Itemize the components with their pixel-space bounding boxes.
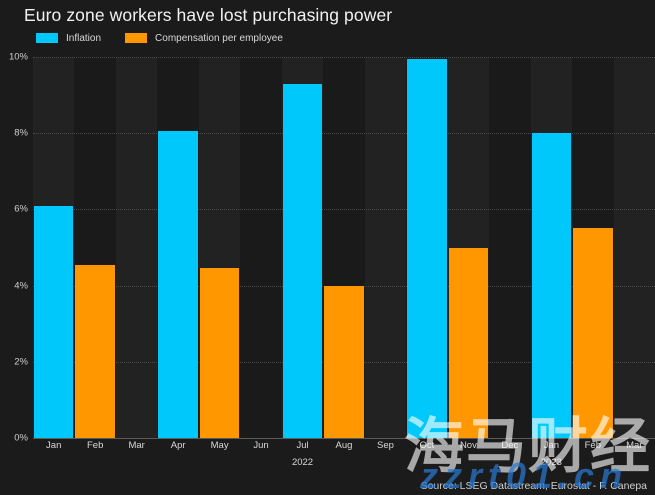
bar-compensation-feb[interactable] [573, 228, 613, 438]
gridline [33, 133, 655, 135]
background-band [240, 57, 282, 438]
x-axis-tick-label: Aug [335, 440, 353, 451]
background-band [489, 57, 531, 438]
x-axis-tick-label: Mar [128, 440, 145, 451]
x-axis-tick-label: May [210, 440, 229, 451]
legend-label-inflation: Inflation [66, 32, 102, 44]
x-axis-tick-label: Dec [501, 440, 519, 451]
bar-inflation-jan[interactable] [531, 133, 572, 438]
x-axis-tick-label: Sep [377, 440, 394, 451]
bar-inflation-jan[interactable] [34, 205, 74, 438]
background-band [364, 57, 407, 438]
y-axis-tick-label: 10% [8, 51, 28, 63]
legend-item-compensation[interactable]: Compensation per employee [125, 33, 283, 44]
bar-inflation-apr[interactable] [158, 131, 198, 438]
bar-inflation-jul[interactable] [282, 83, 323, 438]
gridline [33, 209, 655, 211]
x-axis-tick-label: Nov [459, 440, 477, 451]
x-axis-tick-label: Jan [543, 440, 559, 451]
y-axis-tick-label: 8% [14, 127, 28, 139]
background-band [613, 57, 655, 438]
gridline [33, 438, 655, 439]
bar-compensation-feb[interactable] [75, 264, 115, 438]
x-axis-year-label: 2022 [291, 457, 314, 468]
x-axis-tick-label: Jun [253, 440, 269, 451]
legend-swatch-inflation [36, 33, 58, 43]
legend-swatch-compensation [125, 33, 148, 43]
x-axis-tick-label: Apr [170, 440, 186, 451]
x-axis-tick-label: Feb [584, 440, 601, 451]
bar-compensation-may[interactable] [199, 268, 240, 438]
y-axis-tick-label: 4% [14, 280, 28, 292]
x-axis-tick-label: Jan [46, 440, 62, 451]
legend-label-compensation: Compensation per employee [155, 32, 283, 44]
x-axis-tick-label: Jul [296, 440, 309, 451]
bar-inflation-oct[interactable] [407, 58, 447, 438]
chart-title: Euro zone workers have lost purchasing p… [24, 5, 393, 25]
bar-compensation-nov[interactable] [448, 247, 489, 438]
gridline [33, 57, 655, 58]
x-axis-year-label: 2023 [540, 457, 562, 468]
plot-area [33, 57, 655, 439]
source-note: Source: LSEG Datastream, Eurostat - F. C… [420, 480, 647, 492]
bar-compensation-aug[interactable] [324, 285, 364, 438]
x-axis-tick-label: Mar [626, 440, 643, 451]
legend-item-inflation[interactable]: Inflation [36, 33, 101, 44]
y-axis-tick-label: 2% [14, 356, 28, 368]
x-axis: Jan Feb Mar Apr May Jun Jul Aug Sep Oct Nov Dec Jan F… [33, 440, 655, 478]
y-axis-tick-label: 0% [14, 432, 28, 444]
chart-legend: Inflation Compensation per employee [36, 31, 307, 45]
x-axis-tick-label: Feb [87, 440, 104, 451]
background-band [115, 57, 158, 438]
x-axis-tick-label: Oct [419, 440, 435, 451]
y-axis-tick-label: 6% [14, 203, 28, 215]
